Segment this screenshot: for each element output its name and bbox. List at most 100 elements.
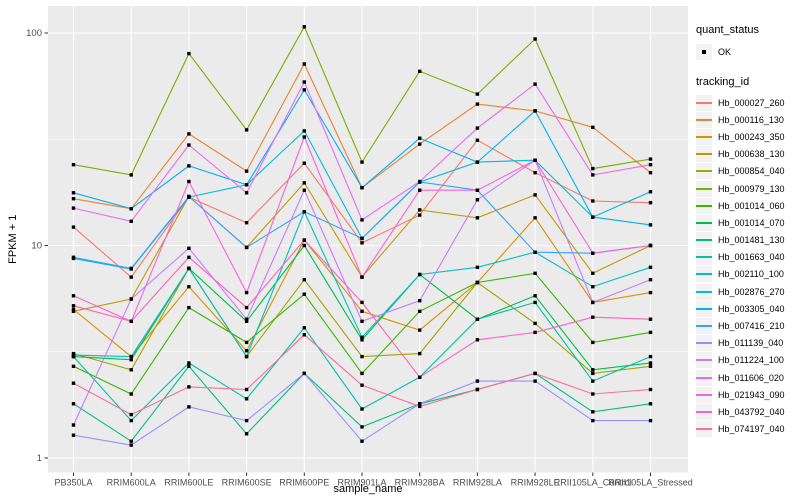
data-point[interactable] bbox=[360, 218, 364, 222]
data-point[interactable] bbox=[187, 194, 191, 199]
data-point[interactable] bbox=[533, 371, 537, 376]
data-point[interactable] bbox=[187, 132, 191, 136]
legend-item-Hb_074197_040[interactable]: Hb_074197_040 bbox=[696, 421, 800, 438]
data-point[interactable] bbox=[591, 371, 595, 376]
data-point[interactable] bbox=[360, 439, 364, 443]
data-point[interactable] bbox=[302, 161, 306, 165]
legend-item-Hb_011606_020[interactable]: Hb_011606_020 bbox=[696, 369, 800, 386]
data-point[interactable] bbox=[591, 315, 595, 319]
data-point[interactable] bbox=[648, 317, 653, 321]
legend-item-Hb_000854_040[interactable]: Hb_000854_040 bbox=[696, 163, 800, 180]
legend-item-Hb_000116_130[interactable]: Hb_000116_130 bbox=[696, 111, 800, 128]
data-point[interactable] bbox=[129, 418, 133, 423]
data-point[interactable] bbox=[187, 266, 191, 271]
data-point[interactable] bbox=[244, 290, 249, 295]
data-point[interactable] bbox=[591, 392, 595, 396]
legend-item-Hb_011139_040[interactable]: Hb_011139_040 bbox=[696, 335, 800, 352]
data-point[interactable] bbox=[244, 354, 249, 359]
legend-item-Hb_000243_350[interactable]: Hb_000243_350 bbox=[696, 128, 800, 145]
data-point[interactable] bbox=[187, 164, 191, 168]
data-point[interactable] bbox=[360, 371, 364, 376]
data-point[interactable] bbox=[648, 354, 653, 359]
data-point[interactable] bbox=[360, 354, 364, 359]
data-point[interactable] bbox=[475, 379, 480, 383]
legend-item-Hb_021943_090[interactable]: Hb_021943_090 bbox=[696, 386, 800, 403]
data-point[interactable] bbox=[302, 210, 306, 214]
legend-item-Hb_001014_060[interactable]: Hb_001014_060 bbox=[696, 197, 800, 214]
data-point[interactable] bbox=[360, 335, 364, 339]
data-point[interactable] bbox=[475, 387, 480, 392]
data-point[interactable] bbox=[187, 405, 191, 409]
data-point[interactable] bbox=[591, 379, 595, 383]
data-point[interactable] bbox=[475, 92, 480, 96]
data-point[interactable] bbox=[533, 109, 537, 113]
data-point[interactable] bbox=[244, 319, 249, 323]
data-point[interactable] bbox=[244, 191, 249, 195]
data-point[interactable] bbox=[302, 62, 306, 66]
data-point[interactable] bbox=[648, 190, 653, 194]
legend-item-Hb_003305_040[interactable]: Hb_003305_040 bbox=[696, 300, 800, 317]
data-point[interactable] bbox=[648, 387, 653, 392]
data-point[interactable] bbox=[591, 410, 595, 414]
data-point[interactable] bbox=[71, 381, 76, 385]
legend-item-Hb_043792_040[interactable]: Hb_043792_040 bbox=[696, 403, 800, 420]
data-point[interactable] bbox=[533, 193, 537, 197]
data-point[interactable] bbox=[244, 245, 249, 250]
data-point[interactable] bbox=[360, 241, 364, 245]
data-point[interactable] bbox=[244, 169, 249, 173]
data-point[interactable] bbox=[302, 333, 306, 337]
data-point[interactable] bbox=[360, 338, 364, 342]
data-point[interactable] bbox=[187, 361, 191, 365]
data-point[interactable] bbox=[533, 294, 537, 298]
data-point[interactable] bbox=[129, 412, 133, 417]
data-point[interactable] bbox=[418, 188, 422, 192]
data-point[interactable] bbox=[302, 88, 306, 92]
legend-item-Hb_011224_100[interactable]: Hb_011224_100 bbox=[696, 352, 800, 369]
data-point[interactable] bbox=[360, 186, 364, 190]
data-point[interactable] bbox=[244, 128, 249, 132]
data-point[interactable] bbox=[418, 69, 422, 73]
data-point[interactable] bbox=[533, 379, 537, 383]
data-point[interactable] bbox=[418, 299, 422, 303]
data-point[interactable] bbox=[533, 271, 537, 275]
data-point[interactable] bbox=[302, 238, 306, 242]
data-point[interactable] bbox=[187, 364, 191, 368]
data-point[interactable] bbox=[533, 250, 537, 254]
data-point[interactable] bbox=[648, 171, 653, 175]
data-point[interactable] bbox=[418, 136, 422, 140]
data-point[interactable] bbox=[648, 163, 653, 167]
legend-item-Hb_001663_040[interactable]: Hb_001663_040 bbox=[696, 249, 800, 266]
data-point[interactable] bbox=[244, 340, 249, 345]
data-point[interactable] bbox=[418, 213, 422, 217]
data-point[interactable] bbox=[648, 265, 653, 269]
data-point[interactable] bbox=[187, 285, 191, 289]
data-point[interactable] bbox=[129, 368, 133, 372]
data-point[interactable] bbox=[591, 418, 595, 423]
data-point[interactable] bbox=[475, 338, 480, 342]
data-point[interactable] bbox=[648, 330, 653, 335]
data-point[interactable] bbox=[533, 300, 537, 305]
data-point[interactable] bbox=[302, 129, 306, 133]
data-point[interactable] bbox=[533, 321, 537, 326]
data-point[interactable] bbox=[244, 397, 249, 401]
data-point[interactable] bbox=[648, 418, 653, 423]
data-point[interactable] bbox=[591, 340, 595, 345]
data-point[interactable] bbox=[302, 188, 306, 192]
data-point[interactable] bbox=[71, 304, 76, 308]
data-point[interactable] bbox=[475, 216, 480, 220]
data-point[interactable] bbox=[475, 198, 480, 202]
data-point[interactable] bbox=[244, 387, 249, 392]
data-point[interactable] bbox=[360, 425, 364, 429]
data-point[interactable] bbox=[129, 392, 133, 396]
data-point[interactable] bbox=[475, 126, 480, 130]
data-point[interactable] bbox=[533, 216, 537, 220]
data-point[interactable] bbox=[648, 243, 653, 248]
legend-item-Hb_002876_270[interactable]: Hb_002876_270 bbox=[696, 283, 800, 300]
data-point[interactable] bbox=[71, 197, 76, 201]
data-point[interactable] bbox=[129, 207, 133, 211]
data-point[interactable] bbox=[360, 309, 364, 313]
data-point[interactable] bbox=[302, 326, 306, 330]
data-point[interactable] bbox=[71, 294, 76, 298]
data-point[interactable] bbox=[187, 385, 191, 389]
data-point[interactable] bbox=[648, 201, 653, 205]
